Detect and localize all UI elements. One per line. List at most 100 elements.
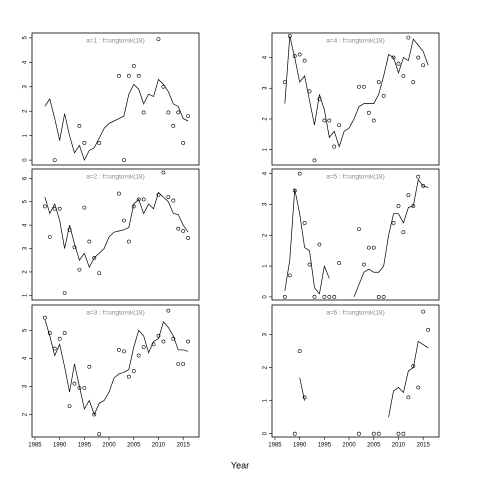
y-tick-label: 3 xyxy=(263,332,269,336)
point xyxy=(186,339,191,344)
fit-line xyxy=(44,318,189,416)
point xyxy=(376,295,381,299)
point xyxy=(67,404,72,409)
point xyxy=(117,73,121,78)
x-tick-label: 2005 xyxy=(127,443,141,449)
point xyxy=(371,431,376,436)
point xyxy=(77,123,82,128)
point xyxy=(287,273,292,278)
y-tick-label: 1 xyxy=(263,398,269,402)
panel-frame xyxy=(271,168,440,301)
y-tick-label: 2 xyxy=(263,117,269,121)
y-tick-label: 6 xyxy=(23,176,29,180)
point xyxy=(176,226,181,231)
point xyxy=(156,37,161,42)
point xyxy=(186,114,191,119)
y-tick-label: 4 xyxy=(23,60,29,64)
y-tick-label: 3 xyxy=(263,86,269,90)
point xyxy=(141,345,146,350)
point xyxy=(181,141,186,145)
point xyxy=(181,362,186,366)
panel-title: a=3 : f=ungtorsk(18) xyxy=(86,310,145,317)
point xyxy=(401,431,406,436)
point xyxy=(297,349,302,354)
fit-line xyxy=(284,35,429,148)
point xyxy=(176,110,181,115)
x-tick-label: 1985 xyxy=(268,443,282,449)
point xyxy=(161,339,166,344)
point xyxy=(171,198,176,203)
y-tick-label: 1 xyxy=(23,133,29,137)
point xyxy=(332,144,337,149)
y-tick-label: 0 xyxy=(263,431,269,435)
point xyxy=(47,234,52,239)
point xyxy=(186,236,191,240)
point xyxy=(166,308,171,313)
point xyxy=(322,295,327,299)
point xyxy=(121,158,126,163)
panel-frame xyxy=(31,304,200,438)
point xyxy=(166,195,171,199)
point xyxy=(396,431,401,436)
point xyxy=(317,242,322,247)
point xyxy=(87,364,92,369)
point xyxy=(67,227,72,232)
x-tick-label: 2000 xyxy=(342,443,356,449)
point xyxy=(126,374,131,379)
point xyxy=(416,174,421,179)
point xyxy=(322,118,327,123)
y-tick-label: 4 xyxy=(23,223,29,227)
point xyxy=(357,431,361,436)
point xyxy=(126,73,131,78)
y-tick-label: 1 xyxy=(263,264,269,268)
point xyxy=(136,353,141,358)
x-tick-label: 1990 xyxy=(293,443,307,449)
y-tick-label: 5 xyxy=(23,328,29,332)
point xyxy=(82,141,87,145)
point xyxy=(337,261,342,265)
point xyxy=(136,197,141,202)
point xyxy=(401,74,406,78)
x-tick-label: 1990 xyxy=(53,443,67,449)
point xyxy=(381,295,386,299)
point xyxy=(62,331,67,335)
point xyxy=(121,349,126,354)
y-tick-label: 4 xyxy=(23,356,29,360)
x-tick-label: 1985 xyxy=(28,443,42,449)
point xyxy=(82,205,87,210)
point xyxy=(312,158,317,163)
point xyxy=(292,431,297,436)
point xyxy=(302,58,307,63)
y-tick-label: 4 xyxy=(263,55,269,59)
point xyxy=(391,221,396,225)
y-tick-label: 2 xyxy=(23,412,29,416)
fit-line xyxy=(299,340,429,418)
point xyxy=(131,369,136,373)
fit-line xyxy=(44,78,189,162)
y-tick-label: 3 xyxy=(23,384,29,388)
panel-frame xyxy=(271,32,440,166)
point xyxy=(307,89,312,94)
point xyxy=(411,80,416,85)
point xyxy=(87,239,92,244)
point xyxy=(82,385,87,390)
point xyxy=(97,141,102,145)
point xyxy=(366,110,371,115)
point xyxy=(171,123,176,128)
point xyxy=(421,309,426,314)
x-tick-label: 1995 xyxy=(78,443,92,449)
panel-title: a=6 : f=ungtorsk(18) xyxy=(326,310,385,317)
point xyxy=(381,94,386,98)
x-tick-label: 1995 xyxy=(318,443,332,449)
point xyxy=(406,395,411,400)
x-tick-label: 2015 xyxy=(417,443,431,449)
y-tick-label: 4 xyxy=(263,171,269,175)
point xyxy=(396,204,401,208)
y-tick-label: 2 xyxy=(23,270,29,274)
x-tick-label: 2015 xyxy=(177,443,191,449)
panel-title: a=1 : f=ungtorsk(18) xyxy=(86,38,145,45)
point xyxy=(126,239,131,244)
point xyxy=(171,336,176,341)
point xyxy=(282,295,287,299)
point xyxy=(181,229,186,233)
